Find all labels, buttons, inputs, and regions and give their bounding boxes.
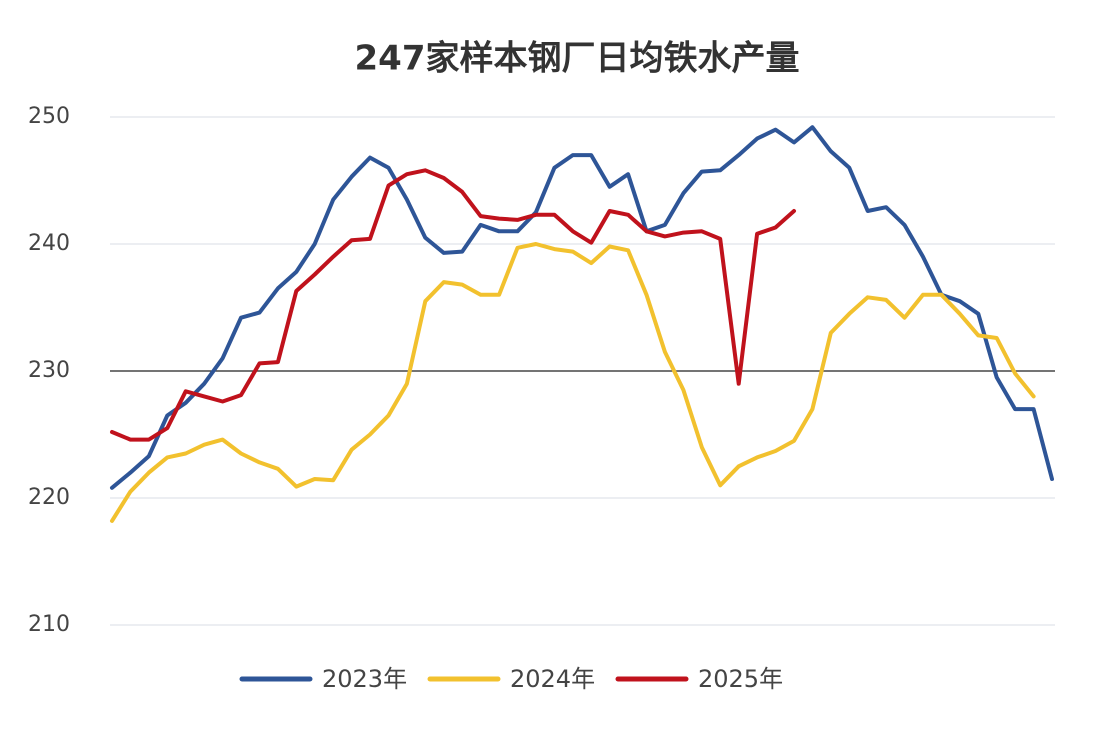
series-line (110, 125, 1054, 490)
y-tick-label: 250 (28, 104, 70, 129)
series-line (110, 168, 796, 442)
chart-title: 247家样本钢厂日均铁水产量 (355, 39, 800, 79)
y-tick-label: 230 (28, 358, 70, 383)
y-tick-label: 240 (28, 231, 70, 256)
legend-label: 2023年 (322, 665, 407, 693)
legend-label: 2024年 (510, 665, 595, 693)
legend-label: 2025年 (698, 665, 783, 693)
y-tick-label: 220 (28, 485, 70, 510)
series-line (110, 242, 1036, 523)
y-tick-label: 210 (28, 612, 70, 637)
